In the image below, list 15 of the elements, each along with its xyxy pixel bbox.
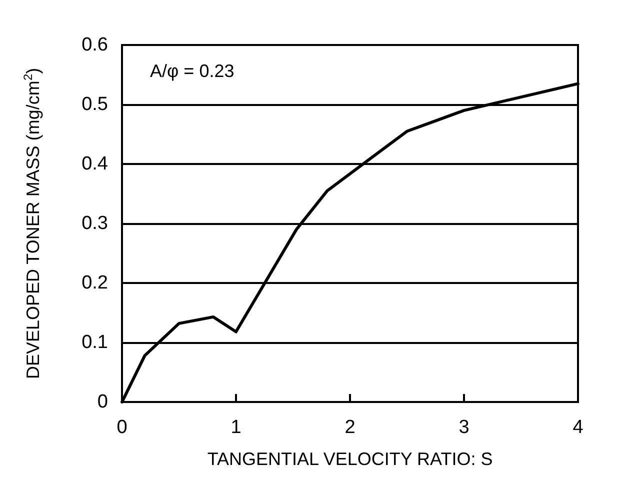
x-tick-label: 4 <box>572 417 584 438</box>
x-tick-label: 3 <box>458 417 470 438</box>
y-axis-title: DEVELOPED TONER MASS (mg/cm2) <box>21 68 43 380</box>
y-tick-label: 0.3 <box>82 213 108 234</box>
x-tick-label: 2 <box>344 417 356 438</box>
y-tick-label: 0 <box>97 392 108 412</box>
y-tick-label: 0.1 <box>82 332 108 353</box>
y-tick-label: 0.6 <box>82 34 108 56</box>
annotation: A/φ = 0.23 <box>150 61 234 81</box>
x-tick-label: 0 <box>116 417 128 438</box>
x-axis-title: TANGENTIAL VELOCITY RATIO: S <box>207 449 493 469</box>
y-tick-label: 0.4 <box>82 154 108 174</box>
y-tick-label: 0.2 <box>82 272 108 294</box>
y-tick-label: 0.5 <box>82 94 108 115</box>
x-tick-label: 1 <box>230 417 242 438</box>
